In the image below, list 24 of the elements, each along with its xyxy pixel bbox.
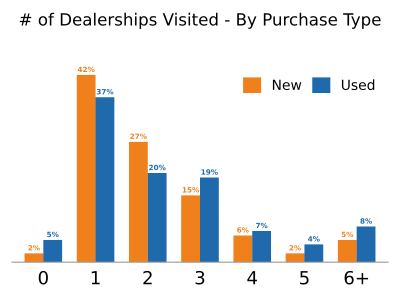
bar — [76, 74, 96, 262]
bar — [252, 231, 272, 262]
x-tick-label: 1 — [92, 271, 100, 284]
x-tick-label: 6+ — [344, 270, 368, 285]
bar — [181, 195, 200, 262]
x-tick-label: 2 — [143, 270, 152, 284]
bar — [200, 178, 219, 262]
bar — [96, 97, 114, 262]
bar — [286, 253, 304, 262]
bar — [24, 253, 44, 262]
legend-label: Used — [342, 79, 374, 90]
bar — [148, 173, 167, 262]
legend-label: New — [272, 80, 302, 90]
chart-title: # of Dealerships Visited - By Purchase Type — [20, 12, 381, 29]
bar — [338, 240, 357, 262]
x-tick-label: 5 — [300, 271, 309, 285]
bar — [233, 235, 252, 262]
x-tick-label: 0 — [38, 270, 48, 285]
bar — [128, 142, 148, 262]
bar — [43, 240, 62, 262]
x-tick-label: 4 — [247, 271, 257, 284]
x-tick-label: 3 — [196, 270, 204, 285]
bar — [304, 244, 324, 262]
bar — [356, 226, 376, 262]
